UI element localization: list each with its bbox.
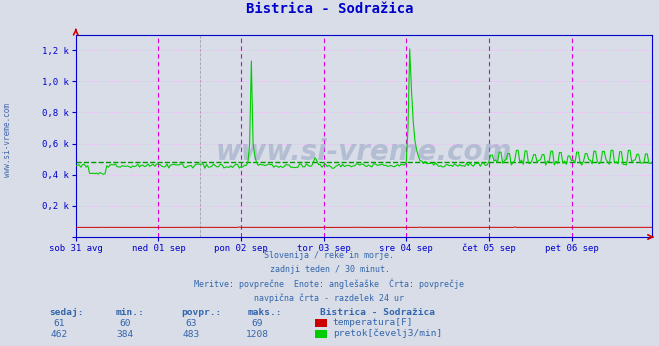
Text: zadnji teden / 30 minut.: zadnji teden / 30 minut.: [270, 265, 389, 274]
Text: Bistrica - Sodražica: Bistrica - Sodražica: [246, 2, 413, 16]
Text: sedaj:: sedaj:: [49, 308, 84, 317]
Text: 1208: 1208: [246, 330, 268, 339]
Text: pretok[čevelj3/min]: pretok[čevelj3/min]: [333, 329, 442, 338]
Text: 63: 63: [185, 319, 197, 328]
Text: Meritve: povprečne  Enote: anglešaške  Črta: povprečje: Meritve: povprečne Enote: anglešaške Črt…: [194, 278, 465, 289]
Text: 69: 69: [251, 319, 263, 328]
Text: www.si-vreme.com: www.si-vreme.com: [3, 103, 13, 177]
Text: 61: 61: [53, 319, 65, 328]
Text: 462: 462: [51, 330, 68, 339]
Text: povpr.:: povpr.:: [181, 308, 221, 317]
Text: temperatura[F]: temperatura[F]: [333, 318, 413, 327]
Text: 483: 483: [183, 330, 200, 339]
Text: Bistrica - Sodražica: Bistrica - Sodražica: [320, 308, 436, 317]
Text: maks.:: maks.:: [247, 308, 281, 317]
Text: min.:: min.:: [115, 308, 144, 317]
Text: 384: 384: [117, 330, 134, 339]
Text: navpična črta - razdelek 24 ur: navpična črta - razdelek 24 ur: [254, 294, 405, 303]
Text: Slovenija / reke in morje.: Slovenija / reke in morje.: [264, 251, 395, 260]
Text: www.si-vreme.com: www.si-vreme.com: [216, 138, 512, 166]
Text: 60: 60: [119, 319, 131, 328]
